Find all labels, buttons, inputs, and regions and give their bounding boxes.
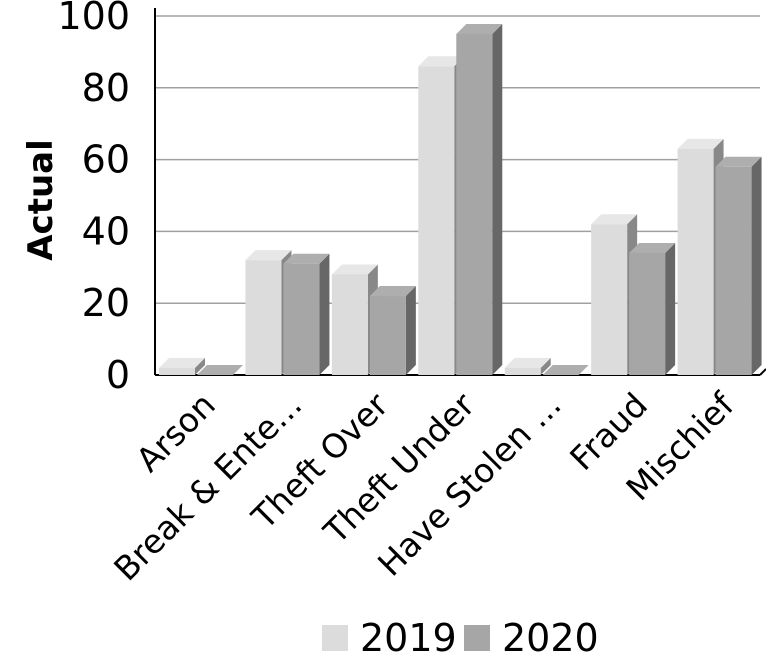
y-tick-label: 20 — [82, 281, 130, 325]
bar — [504, 357, 551, 375]
bars — [159, 23, 762, 375]
y-tick-label: 60 — [82, 138, 130, 182]
y-tick-label: 80 — [82, 66, 130, 110]
legend: 2019 2020 — [322, 616, 599, 660]
bar — [456, 23, 503, 375]
bar — [715, 156, 762, 375]
x-axis-depth-line — [759, 368, 766, 376]
bar — [542, 365, 589, 375]
y-axis-label: Actual — [21, 139, 61, 261]
legend-label: 2020 — [502, 616, 599, 660]
bar — [159, 357, 205, 375]
y-tick-label: 0 — [106, 353, 130, 397]
y-tick-label: 100 — [57, 0, 130, 38]
y-tick-label: 40 — [82, 209, 130, 253]
bar — [283, 253, 330, 375]
bar — [197, 365, 243, 375]
y-tick-labels: 0 20 40 60 80 100 — [57, 0, 130, 397]
bar — [369, 286, 416, 375]
legend-label: 2019 — [360, 616, 457, 660]
legend-swatch — [464, 625, 490, 651]
bar — [629, 242, 676, 375]
legend-swatch — [322, 625, 348, 651]
